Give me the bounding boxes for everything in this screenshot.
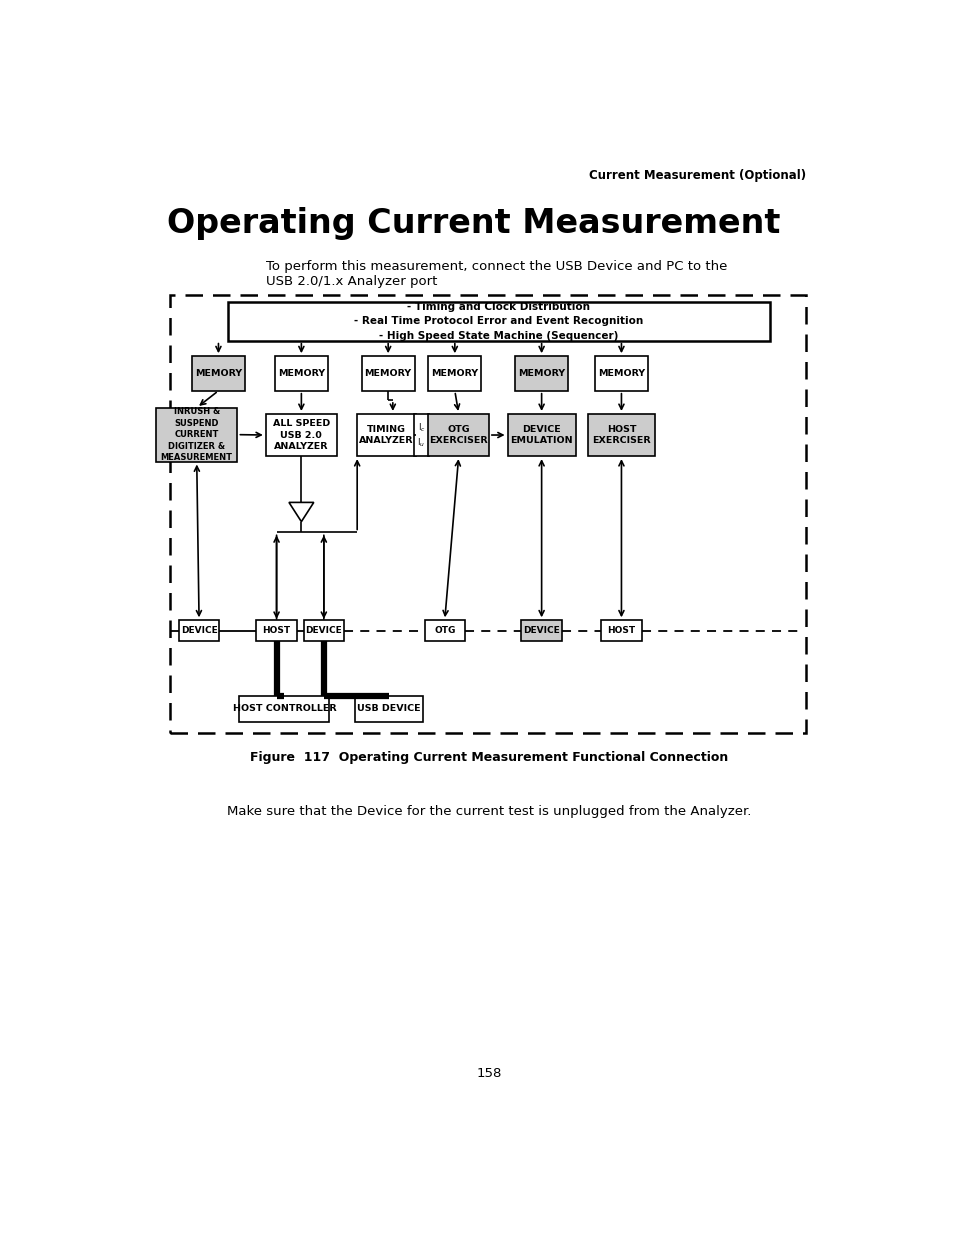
Bar: [274, 356, 328, 390]
Text: USB DEVICE: USB DEVICE: [356, 704, 420, 714]
Bar: [600, 620, 641, 641]
Text: INRUSH &
SUSPEND
CURRENT
DIGITIZER &
MEASUREMENT: INRUSH & SUSPEND CURRENT DIGITIZER & MEA…: [161, 408, 233, 462]
Text: HOST: HOST: [607, 626, 635, 635]
Bar: [414, 414, 429, 456]
Text: DEVICE: DEVICE: [522, 626, 559, 635]
Text: DEVICE: DEVICE: [305, 626, 342, 635]
Text: MEMORY: MEMORY: [598, 369, 644, 378]
Bar: [239, 695, 329, 721]
Bar: [507, 414, 575, 456]
Text: TIMING
ANALYZER: TIMING ANALYZER: [359, 425, 414, 446]
Text: DEVICE
EMULATION: DEVICE EMULATION: [510, 425, 573, 446]
Bar: [303, 620, 344, 641]
Bar: [228, 303, 769, 341]
Text: I$_c$
I$_u$: I$_c$ I$_u$: [417, 421, 425, 448]
Text: Figure  117  Operating Current Measurement Functional Connection: Figure 117 Operating Current Measurement…: [250, 751, 727, 764]
Bar: [156, 408, 237, 462]
Bar: [521, 620, 561, 641]
Bar: [587, 414, 654, 456]
Bar: [355, 695, 422, 721]
Text: HOST
EXERCISER: HOST EXERCISER: [592, 425, 650, 446]
Bar: [192, 356, 245, 390]
Text: Operating Current Measurement: Operating Current Measurement: [167, 207, 780, 241]
Bar: [428, 414, 488, 456]
Text: DEVICE: DEVICE: [180, 626, 217, 635]
Bar: [256, 620, 296, 641]
Text: HOST: HOST: [262, 626, 291, 635]
Text: MEMORY: MEMORY: [431, 369, 477, 378]
Text: MEMORY: MEMORY: [517, 369, 564, 378]
Bar: [179, 620, 219, 641]
Text: OTG
EXERCISER: OTG EXERCISER: [429, 425, 488, 446]
Text: MEMORY: MEMORY: [364, 369, 412, 378]
Text: To perform this measurement, connect the USB Device and PC to the
USB 2.0/1.x An: To perform this measurement, connect the…: [266, 259, 727, 288]
Bar: [170, 294, 805, 734]
Text: OTG: OTG: [434, 626, 455, 635]
Text: 158: 158: [476, 1067, 501, 1079]
Bar: [356, 414, 416, 456]
Text: - Timing and Clock Distribution
- Real Time Protocol Error and Event Recognition: - Timing and Clock Distribution - Real T…: [354, 301, 643, 341]
Text: Current Measurement (Optional): Current Measurement (Optional): [588, 169, 805, 182]
Text: HOST CONTROLLER: HOST CONTROLLER: [233, 704, 335, 714]
Bar: [424, 620, 464, 641]
Bar: [428, 356, 480, 390]
Bar: [266, 414, 336, 456]
Text: MEMORY: MEMORY: [194, 369, 242, 378]
Text: ALL SPEED
USB 2.0
ANALYZER: ALL SPEED USB 2.0 ANALYZER: [273, 419, 330, 451]
Bar: [515, 356, 567, 390]
Bar: [361, 356, 415, 390]
Text: Make sure that the Device for the current test is unplugged from the Analyzer.: Make sure that the Device for the curren…: [227, 805, 750, 818]
Bar: [595, 356, 647, 390]
Text: MEMORY: MEMORY: [277, 369, 325, 378]
